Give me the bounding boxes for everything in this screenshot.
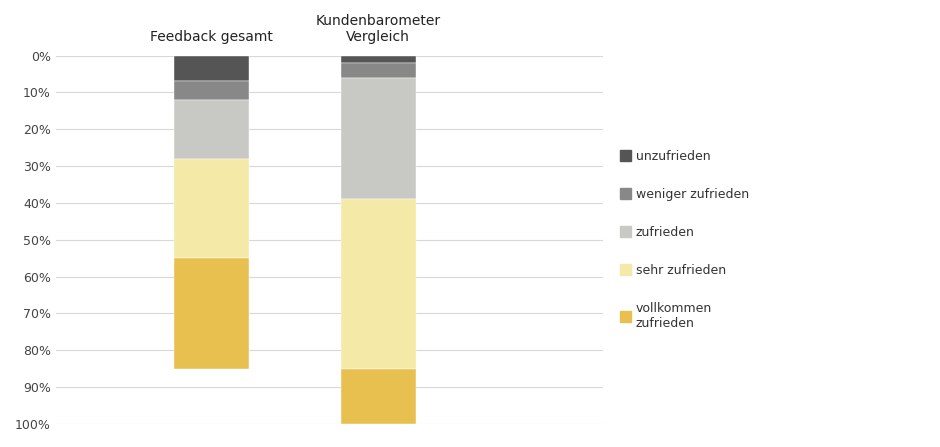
Text: Kundenbarometer
Vergleich: Kundenbarometer Vergleich [316,14,441,44]
Bar [174,100,249,159]
Bar [341,369,415,424]
Bar [341,78,415,199]
Bar [341,199,415,369]
Bar [341,55,415,63]
Bar [341,63,415,78]
Text: Feedback gesamt: Feedback gesamt [149,30,273,44]
Legend: unzufrieden, weniger zufrieden, zufrieden, sehr zufrieden, vollkommen
zufrieden: unzufrieden, weniger zufrieden, zufriede… [615,145,754,335]
Bar [174,159,249,258]
Bar [174,55,249,81]
Bar [174,81,249,100]
Bar [174,258,249,369]
